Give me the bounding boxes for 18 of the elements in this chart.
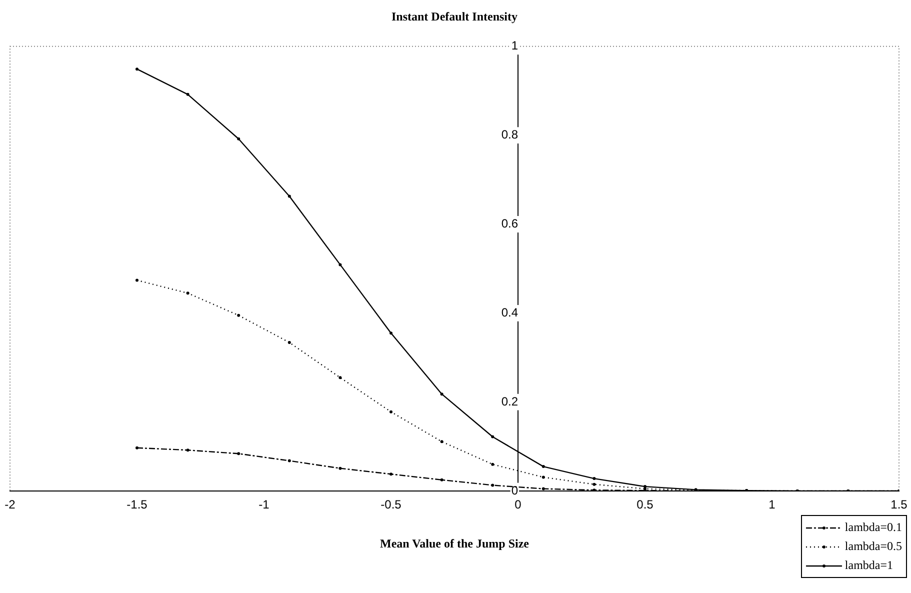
x-tick-label: 1.5 [890,498,908,512]
x-tick-label: -1.5 [126,498,148,512]
y-tick-label: 0.4 [501,305,518,320]
legend-label: lambda=0.5 [844,539,902,554]
legend-label: lambda=0.1 [844,520,902,535]
x-tick-label: 0.5 [636,498,654,512]
x-tick-label: -0.5 [380,498,402,512]
y-tick-label: 0.8 [501,128,518,142]
x-tick-label: -1 [258,498,270,512]
y-tick-label: 0.2 [501,394,518,408]
y-tick-label: 1 [511,38,518,53]
y-tick-label: 0.6 [501,216,518,231]
x-axis-title: Mean Value of the Jump Size [380,536,530,551]
x-tick-label: 1 [768,498,776,512]
x-tick-label: -2 [4,498,16,512]
y-tick-label: 0 [511,483,518,498]
legend-label: lambda=1 [844,558,893,573]
chart-title: Instant Default Intensity [391,9,518,24]
